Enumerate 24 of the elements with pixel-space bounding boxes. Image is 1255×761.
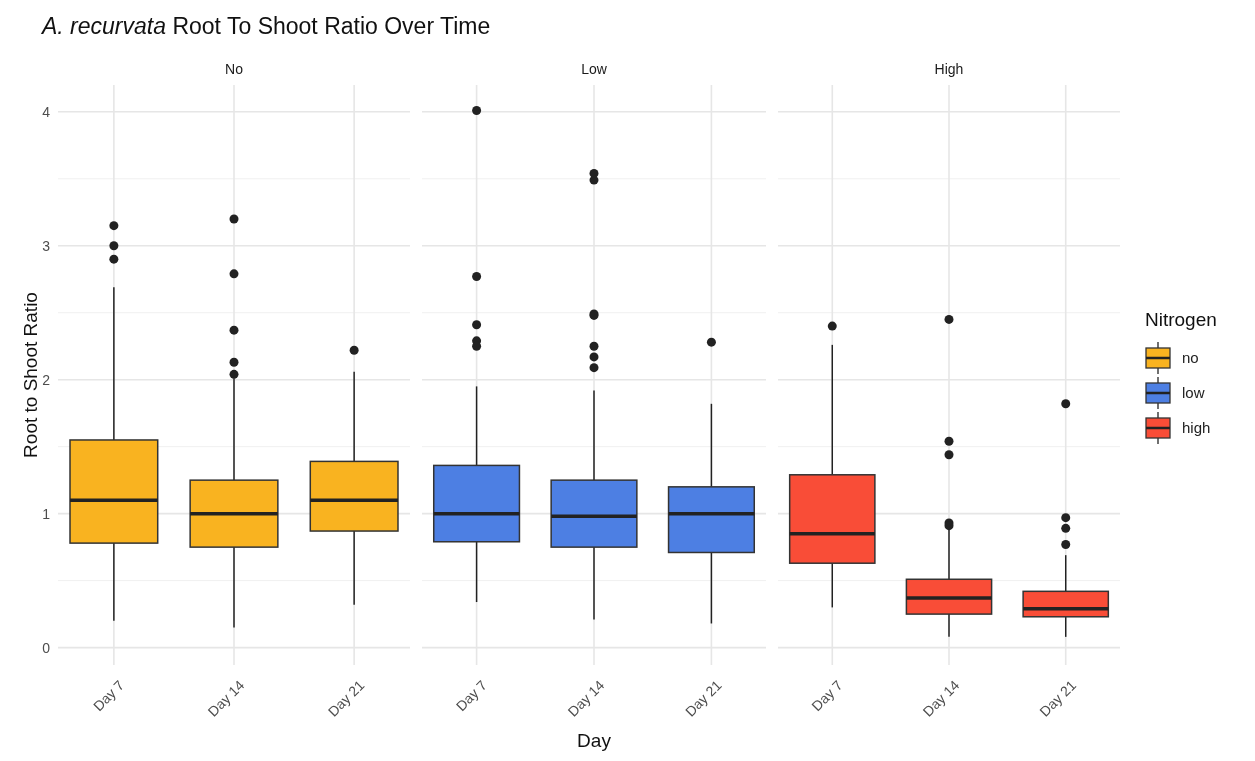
x-tick-label: Day 7	[808, 676, 846, 715]
x-tick-label: Day 21	[1036, 676, 1080, 720]
x-tick-label: Day 14	[919, 676, 963, 720]
legend-label: no	[1182, 349, 1199, 366]
chart-subtitle: High	[934, 61, 964, 77]
y-tick-label: 3	[42, 237, 51, 254]
x-tick-label: Day 7	[452, 676, 491, 715]
y-tick-label: 2	[42, 371, 51, 388]
y-tick-label: 1	[42, 505, 51, 522]
chart-subtitle: No	[225, 61, 244, 77]
x-tick-label: Day 14	[204, 676, 248, 720]
y-axis-title: Root to Shoot Ratio	[20, 292, 41, 458]
y-tick-label: 4	[42, 103, 51, 120]
x-tick-label: Day 14	[564, 676, 608, 720]
legend-title: Nitrogen	[1145, 309, 1217, 330]
x-axis-title: Day	[577, 730, 612, 751]
legend-label: low	[1182, 384, 1205, 401]
x-tick-label: Day 7	[89, 676, 128, 715]
x-tick-label: Day 21	[324, 676, 368, 720]
y-tick-label: 0	[42, 639, 51, 656]
x-tick-label: Day 21	[682, 676, 725, 720]
legend-label: high	[1182, 419, 1211, 436]
chart-subtitle: Low	[581, 61, 608, 77]
chart-title: A. recurvata Root To Shoot Ratio Over Time	[40, 13, 491, 39]
